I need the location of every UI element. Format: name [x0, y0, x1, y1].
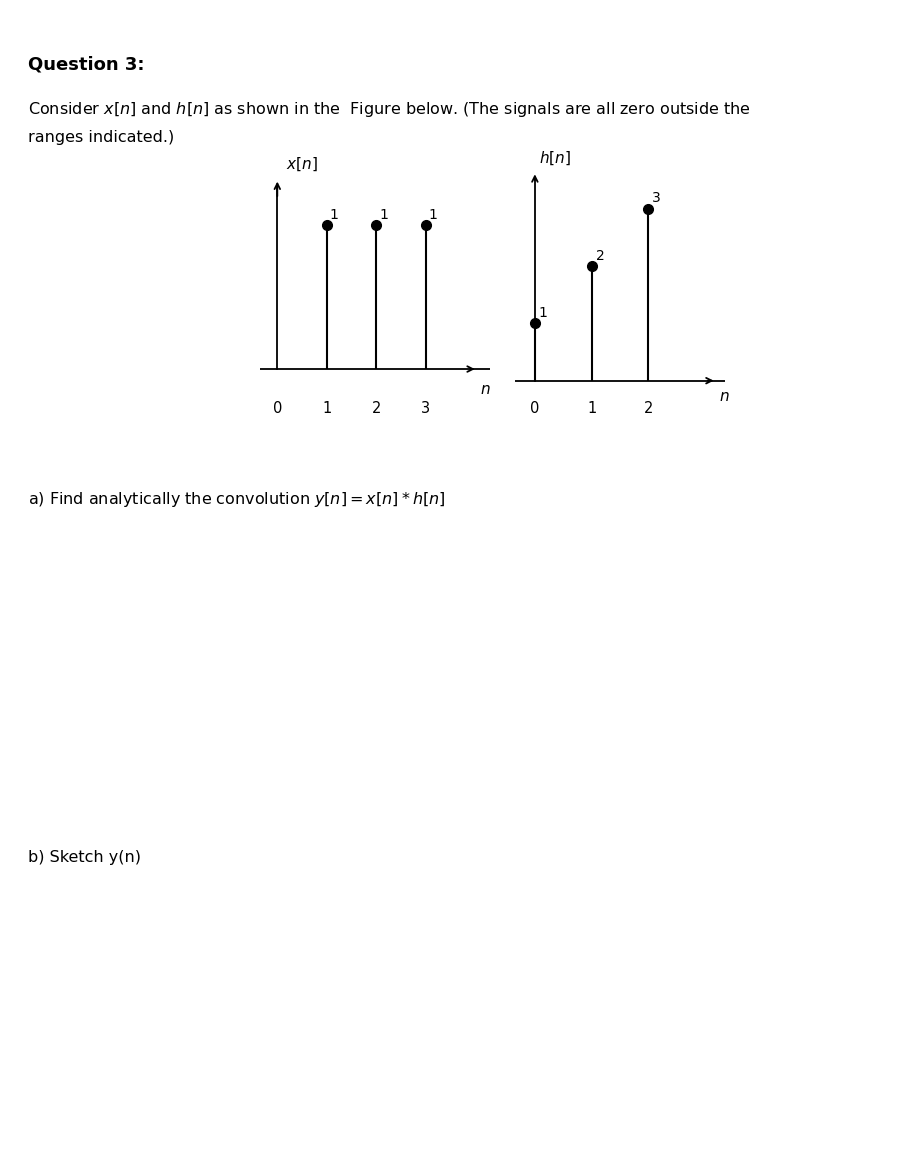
Text: $h[n]$: $h[n]$: [540, 150, 571, 168]
Text: 1: 1: [539, 306, 548, 320]
Text: 1: 1: [379, 208, 388, 222]
Text: 3: 3: [652, 191, 661, 205]
Text: 1: 1: [330, 208, 338, 222]
Text: a) Find analytically the convolution $y[n] = x[n]*h[n]$: a) Find analytically the convolution $y[…: [28, 490, 445, 509]
Text: Consider $x[n]$ and $h[n]$ as shown in the  Figure below. (The signals are all z: Consider $x[n]$ and $h[n]$ as shown in t…: [28, 100, 750, 118]
Text: $n$: $n$: [480, 382, 491, 396]
Text: $x[n]$: $x[n]$: [286, 156, 318, 172]
Text: 1: 1: [429, 208, 438, 222]
Text: 2: 2: [596, 249, 604, 263]
Text: ranges indicated.): ranges indicated.): [28, 130, 175, 145]
Text: b) Sketch y(n): b) Sketch y(n): [28, 850, 141, 865]
Text: Question 3:: Question 3:: [28, 55, 144, 73]
Text: $n$: $n$: [719, 389, 730, 405]
